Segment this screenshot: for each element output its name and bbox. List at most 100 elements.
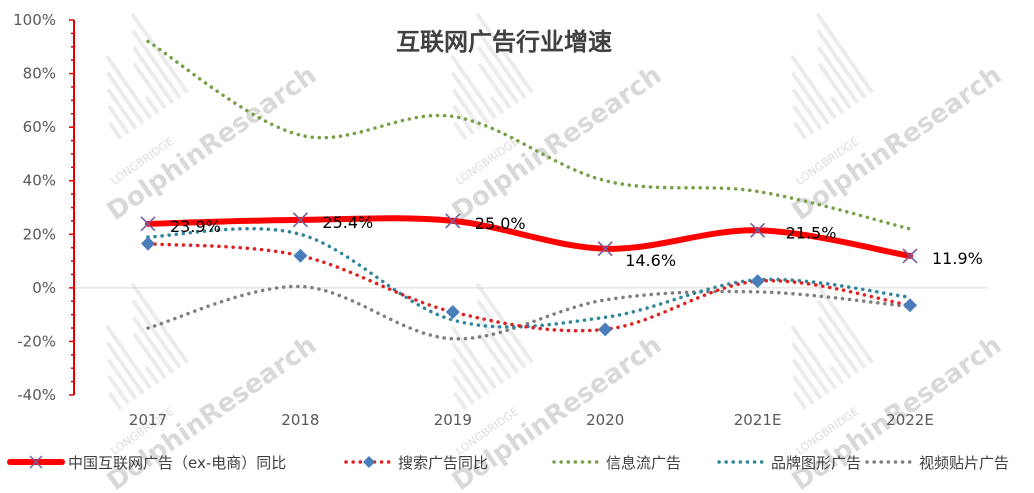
- watermark-bar: [132, 332, 167, 380]
- data-point-marker: [597, 241, 613, 257]
- watermark-bar: [450, 324, 498, 390]
- watermark-text: DolphinResearch: [447, 60, 667, 227]
- watermark-bar: [452, 121, 468, 141]
- data-label: 14.6%: [625, 251, 676, 270]
- watermark-bar: [452, 374, 475, 406]
- watermark-bar: [452, 104, 475, 136]
- watermark-bar: [792, 121, 808, 141]
- watermark-bar: [144, 365, 160, 385]
- data-label: 21.5%: [786, 223, 837, 242]
- legend-item: 信息流广告: [552, 454, 681, 472]
- watermark-bar: [829, 95, 845, 115]
- watermark-bar: [790, 324, 838, 390]
- y-tick-label: 40%: [23, 172, 56, 190]
- legend-label: 视频贴片广告: [919, 454, 1009, 472]
- data-point-marker: [903, 298, 917, 313]
- watermark-bar: [477, 332, 512, 380]
- data-label: 23.9%: [170, 217, 221, 236]
- series-line: [146, 241, 912, 333]
- watermark-bar: [791, 358, 823, 400]
- axes-layer: -40% -20% 0% 20% 40% 60% 80% 100% 2017 2018 2019 20…: [13, 11, 934, 429]
- watermark-bar: [132, 62, 167, 110]
- y-tick-label: 0%: [32, 279, 56, 297]
- x-tick-label: 2019: [434, 411, 472, 429]
- legend-label: 搜索广告同比: [398, 454, 488, 472]
- watermark-bar: [475, 12, 534, 94]
- data-point-marker: [750, 222, 766, 238]
- watermark-bar: [451, 358, 483, 400]
- legend-label: 品牌图形广告: [771, 454, 861, 472]
- watermark-bar: [131, 29, 182, 99]
- data-label-layer: 23.9% 25.4% 25.0% 14.6% 21.5% 11.9%: [170, 213, 983, 270]
- watermark-bar: [792, 391, 808, 411]
- data-point-marker: [750, 274, 765, 289]
- series-line: [146, 284, 912, 341]
- series-layer: [140, 39, 918, 341]
- watermark-bar: [816, 29, 867, 99]
- legend-item: 搜索广告同比: [344, 454, 488, 472]
- series-line: [146, 39, 912, 231]
- watermark-bar: [451, 88, 483, 130]
- legend-item: 品牌图形广告: [717, 454, 861, 472]
- data-label: 11.9%: [932, 249, 983, 268]
- watermark-bar: [489, 95, 505, 115]
- watermark-bar: [790, 341, 830, 395]
- watermark-bar: [815, 12, 874, 94]
- watermark-bar: [790, 71, 830, 125]
- watermark-bar: [790, 54, 838, 120]
- watermark-bar: [131, 46, 175, 105]
- x-tick-label: 2021E: [734, 411, 782, 429]
- watermark-bar: [817, 62, 852, 110]
- watermark-bar: [450, 71, 490, 125]
- data-point-marker: [598, 322, 613, 337]
- watermark-bar: [816, 46, 860, 105]
- data-point-marker: [445, 304, 460, 319]
- watermark-bar: [476, 29, 527, 99]
- series-line: [146, 226, 912, 329]
- series-line: [145, 215, 913, 259]
- watermark-bar: [105, 341, 145, 395]
- watermark-bar: [105, 324, 153, 390]
- legend-item: 视频贴片广告: [865, 454, 1009, 472]
- watermark-bar: [107, 104, 130, 136]
- watermark-bar: [476, 46, 520, 105]
- legend-label: 中国互联网广告（ex-电商）同比: [68, 454, 286, 472]
- watermark-bar: [106, 358, 138, 400]
- watermark-bar: [131, 299, 182, 369]
- legend-marker: [363, 456, 375, 468]
- data-point-marker: [445, 213, 461, 229]
- watermark-bar: [144, 95, 160, 115]
- watermark-bar: [489, 365, 505, 385]
- x-tick-label: 2020: [586, 411, 624, 429]
- legend: 中国互联网广告（ex-电商）同比 搜索广告同比 信息流广告 品牌图形广告 视频贴片广告: [7, 454, 1009, 472]
- chart-title: 互联网广告行业增速: [396, 28, 612, 56]
- watermark-bar: [450, 341, 490, 395]
- watermark-text: DolphinResearch: [102, 60, 322, 227]
- data-point-marker: [902, 248, 918, 264]
- watermark-bar: [131, 316, 175, 375]
- watermark-bar: [130, 12, 189, 94]
- watermark-bar: [450, 54, 498, 120]
- legend-item: 中国互联网广告（ex-电商）同比: [7, 454, 286, 472]
- watermark-bar: [815, 282, 874, 364]
- watermark-bar: [107, 121, 123, 141]
- watermark-bar: [792, 104, 815, 136]
- y-tick-label: 20%: [23, 225, 56, 243]
- watermark-bar: [107, 391, 123, 411]
- watermark-bar: [476, 299, 527, 369]
- y-tick-label: 80%: [23, 65, 56, 83]
- data-point-marker: [292, 212, 308, 228]
- x-tick-label: 2022E: [886, 411, 934, 429]
- data-point-marker: [141, 236, 155, 251]
- watermark-bar: [476, 316, 520, 375]
- watermark-bar: [791, 88, 823, 130]
- data-label: 25.0%: [475, 214, 526, 233]
- watermark-text: DolphinResearch: [787, 60, 1007, 227]
- watermark-bar: [105, 71, 145, 125]
- watermark-bar: [829, 365, 845, 385]
